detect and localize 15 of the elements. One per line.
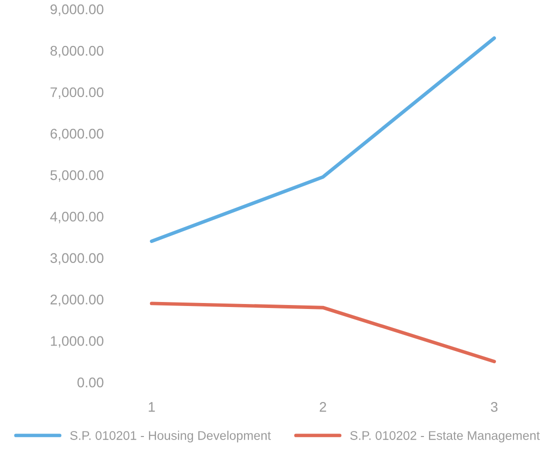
y-tick-label: 2,000.00	[50, 294, 104, 306]
y-tick-label: 7,000.00	[50, 87, 104, 99]
legend-label: S.P. 010202 - Estate Management	[350, 431, 540, 442]
x-tick-label: 2	[320, 402, 326, 412]
y-tick-label: 4,000.00	[50, 212, 104, 224]
y-tick-label: 8,000.00	[50, 46, 104, 58]
y-tick-label: 1,000.00	[50, 336, 104, 348]
y-tick-label: 0.00	[77, 378, 104, 388]
y-tick-label: 3,000.00	[50, 253, 104, 265]
legend-label: S.P. 010201 - Housing Development	[70, 430, 271, 442]
y-tick-label: 9,000.00	[50, 4, 104, 16]
x-tick-label: 1	[148, 402, 155, 412]
y-tick-label: 6,000.00	[50, 128, 104, 140]
x-tick-label: 3	[490, 402, 498, 412]
y-tick-label: 5,000.00	[50, 170, 104, 182]
